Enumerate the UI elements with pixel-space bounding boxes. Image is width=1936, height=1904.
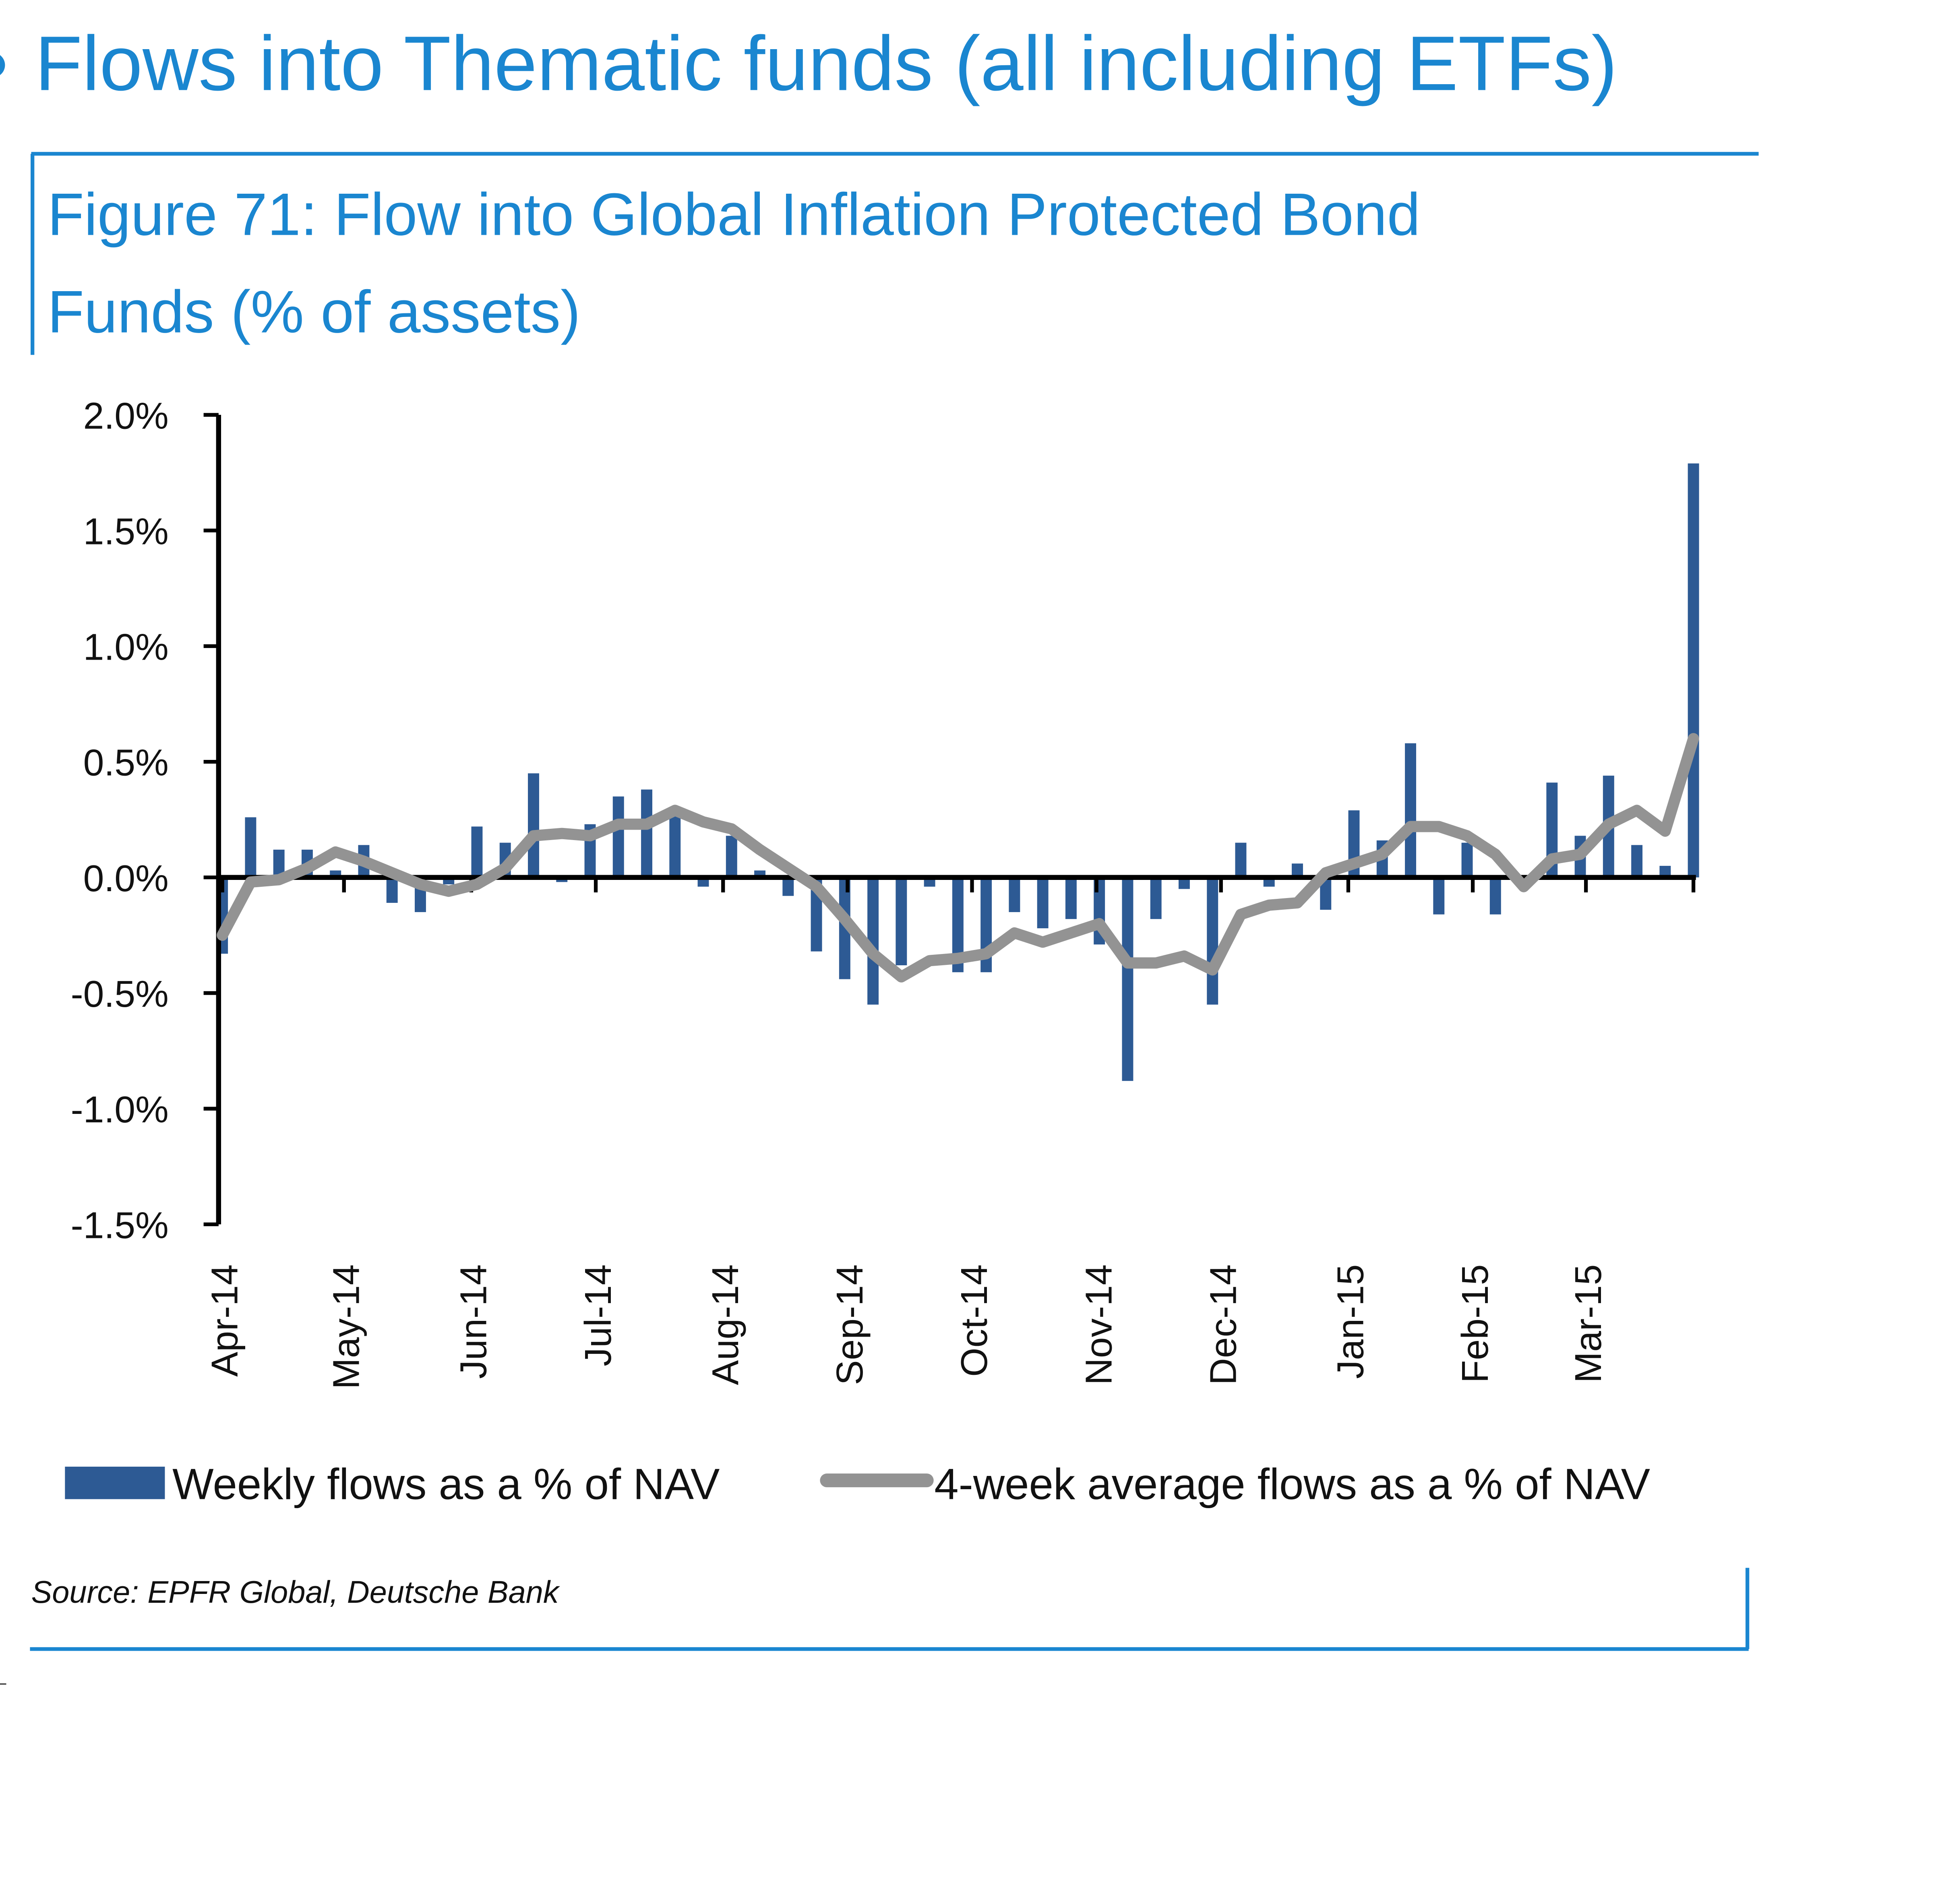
page-title: Flows into Thematic funds (all including… (35, 20, 1617, 107)
x-tick-label: Mar-15 (1567, 1264, 1609, 1383)
weekly-flow-bar (641, 789, 652, 877)
weekly-flow-bar (1489, 877, 1501, 915)
source-note: Source: EPFR Global, Deutsche Bank (31, 1575, 561, 1610)
y-tick-label: 0.0% (83, 857, 169, 899)
y-tick-label: 2.0% (83, 395, 169, 437)
x-tick-label: Apr-14 (203, 1264, 245, 1376)
weekly-flow-bar (471, 826, 483, 877)
y-tick-label: 0.5% (83, 742, 169, 784)
x-tick-label: Jun-14 (453, 1264, 494, 1379)
x-tick-label: May-14 (325, 1264, 367, 1389)
weekly-flow-bar (1150, 877, 1162, 919)
weekly-flow-bar (1631, 845, 1643, 877)
y-tick-label: -1.5% (71, 1204, 169, 1246)
weekly-flow-bar (245, 817, 256, 877)
y-tick-label: 1.5% (83, 510, 169, 552)
weekly-flow-bar (1122, 877, 1133, 1081)
weekly-flow-bar (1405, 743, 1416, 877)
x-tick-label: Aug-14 (704, 1264, 746, 1385)
weekly-flow-bar (896, 877, 907, 966)
weekly-flow-bar (1461, 842, 1473, 877)
bullet-icon (0, 55, 5, 75)
four-week-average-line (217, 733, 1699, 983)
y-tick-label: -1.0% (71, 1089, 169, 1130)
weekly-flow-bar (1433, 877, 1445, 915)
x-tick-label: Jul-14 (577, 1264, 619, 1366)
x-tick-label: Feb-15 (1454, 1264, 1496, 1383)
weekly-flow-bar (782, 877, 794, 896)
figure-title-line2: Funds (% of assets) (48, 278, 581, 345)
y-tick-label: 1.0% (83, 626, 169, 668)
weekly-flow-bar (1235, 842, 1247, 877)
figure-title-line1: Figure 71: Flow into Global Inflation Pr… (48, 180, 1421, 248)
plot-area: 2.0% 1.5% 1.0% 0.5% 0.0% -0.5% -1.0% -1.5% Apr-1… (71, 395, 1699, 1389)
weekly-flow-bar (726, 836, 737, 877)
weekly-flow-bar (669, 808, 681, 877)
weekly-flow-bar (612, 796, 624, 877)
weekly-flow-bar (1037, 877, 1049, 929)
x-tick-label: Sep-14 (829, 1264, 871, 1385)
weekly-flow-bar (386, 877, 398, 903)
x-tick-label: Dec-14 (1202, 1264, 1244, 1385)
x-tick-label: Jan-15 (1330, 1264, 1371, 1379)
weekly-flow-bar (1065, 877, 1077, 919)
x-tick-label: Oct-14 (953, 1264, 995, 1376)
weekly-flow-bar (528, 773, 539, 877)
weekly-flow-bar (1009, 877, 1020, 912)
y-tick-label: -0.5% (71, 973, 169, 1015)
legend-swatch-weekly (65, 1466, 165, 1499)
x-tick-label: Nov-14 (1078, 1264, 1119, 1385)
legend-label-average: 4-week average flows as a % of NAV (934, 1460, 1650, 1509)
weekly-flow-bar (1688, 463, 1699, 877)
weekly-flow-bar (1207, 877, 1218, 1005)
legend-label-weekly: Weekly flows as a % of NAV (172, 1460, 720, 1509)
